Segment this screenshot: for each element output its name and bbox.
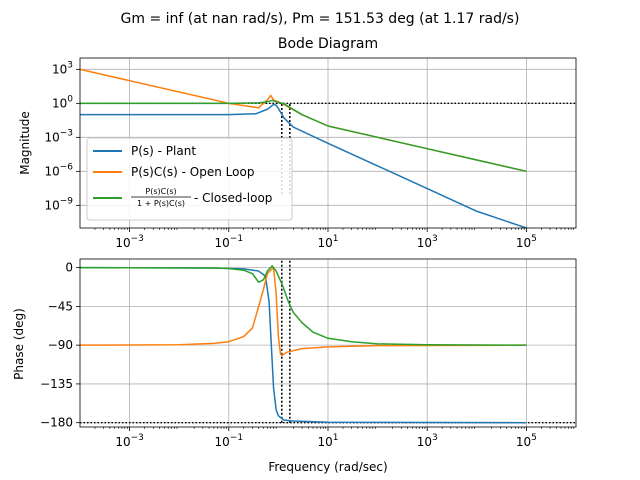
legend-label-open-loop: P(s)C(s) - Open Loop [131,165,254,179]
magnitude-axis-label: Magnitude [18,111,32,175]
x-tick-label: 101 [317,234,338,250]
y-tick-label: 0 [65,261,73,275]
frequency-axis-label: Frequency (rad/sec) [268,460,387,474]
x-tick-label: 105 [516,433,537,449]
series-line-plant [80,266,527,424]
x-tick-label: 101 [317,433,338,449]
phase-axis-label: Phase (deg) [12,308,26,380]
legend-label-closed-loop-denominator: 1 + P(s)C(s) [137,199,185,208]
x-tick-label: 10−1 [215,433,244,449]
series-line-closed-loop [80,99,527,173]
legend-label-closed-loop-suffix: - Closed-loop [194,191,272,205]
legend: P(s) - Plant P(s)C(s) - Open Loop P(s)C(… [86,137,293,221]
legend-label-plant: P(s) - Plant [131,144,196,158]
series-line-plant [80,103,527,228]
y-tick-label: 103 [52,60,73,76]
y-tick-label: 10−9 [44,196,73,212]
y-tick-label: 10−3 [44,128,73,144]
x-tick-label: 10−1 [215,234,244,250]
x-tick-label: 10−3 [115,234,144,250]
x-tick-label: 103 [417,433,438,449]
axes-frame [79,57,577,229]
figure-title: Bode Diagram [278,36,378,52]
y-tick-label: −135 [40,377,73,391]
x-tick-label: 103 [417,234,438,250]
y-tick-label: −90 [48,338,73,352]
y-tick-label: 10−6 [44,162,73,178]
x-tick-label: 10−3 [115,433,144,449]
axes-frame [79,258,577,428]
y-tick-label: 100 [52,94,73,110]
x-tick-label: 105 [516,234,537,250]
series-line-closed-loop [80,265,527,346]
series-line-open-loop [80,266,527,357]
y-tick-label: −45 [48,299,73,313]
y-tick-label: −180 [40,416,73,430]
figure-suptitle: Gm = inf (at nan rad/s), Pm = 151.53 deg… [121,11,520,27]
phase-panel: 10−3 10−1 101 103 105 0 −45 −90 −135 −180 [40,258,577,449]
legend-label-closed-loop-numerator: P(s)C(s) [145,187,176,196]
legend-frame [86,137,293,221]
